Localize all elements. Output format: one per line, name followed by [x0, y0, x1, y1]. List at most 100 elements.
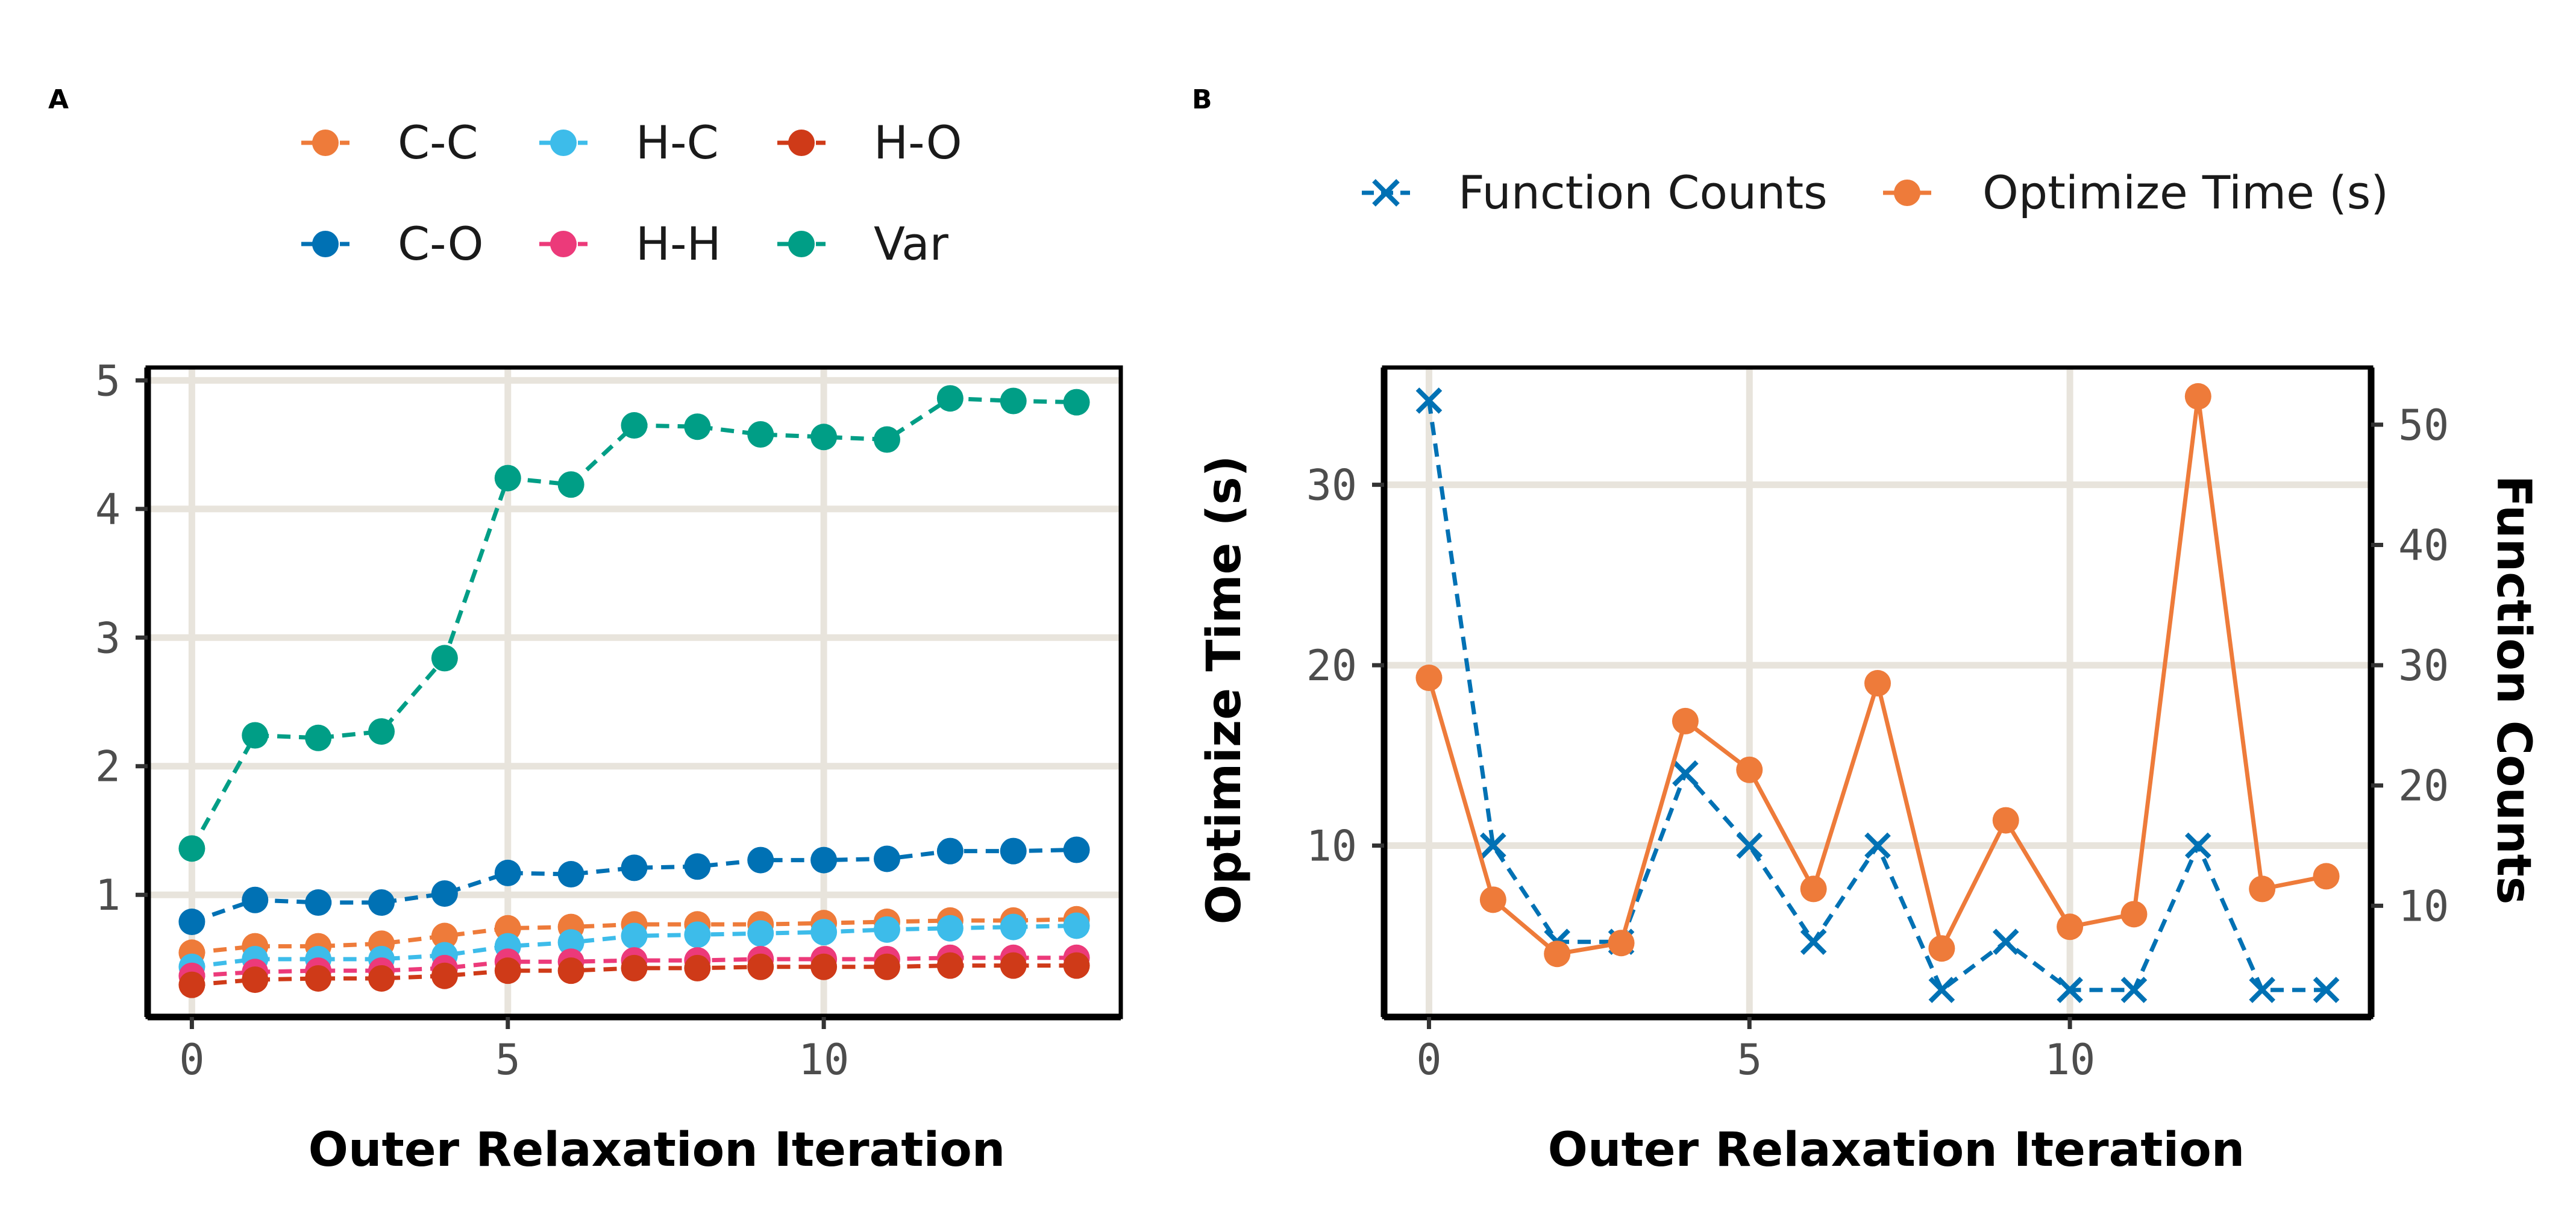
data-point-h-o — [494, 957, 521, 984]
legend-key-marker — [312, 130, 339, 156]
legend-label-h-o: H-O — [874, 116, 962, 169]
panel-a-x-axis-title: Outer Relaxation Iteration — [309, 1123, 1006, 1177]
data-point-var — [747, 421, 774, 448]
data-point-optimize-time-s — [1736, 756, 1763, 783]
legend-key-marker — [312, 231, 339, 257]
y-tick-label: 3 — [95, 613, 121, 663]
data-point-optimize-time-s — [1544, 940, 1571, 968]
data-point-optimize-time-s — [2313, 863, 2340, 890]
data-point-c-o — [810, 846, 838, 874]
data-point-h-c — [684, 921, 711, 948]
data-point-var — [810, 424, 838, 451]
data-point-c-o — [242, 886, 269, 913]
panel-b-y-axis-title-right: Function Counts — [2486, 475, 2540, 905]
panel-a: A C-C H-C H-O C-O — [48, 84, 1123, 1177]
x-tick-label: 5 — [495, 1035, 521, 1084]
legend-label-c-c: C-C — [398, 116, 478, 169]
data-point-var — [305, 724, 332, 751]
panel-a-label: A — [48, 84, 69, 115]
series-c-o — [178, 836, 1090, 936]
panel-b-plot-area: 0 5 10 10 20 30 10 20 30 40 50 — [1306, 365, 2449, 1084]
y-tick-label: 5 — [95, 356, 121, 405]
data-point-function-counts — [1479, 832, 1506, 859]
data-point-h-o — [684, 954, 711, 981]
data-point-h-o — [873, 953, 900, 980]
data-point-h-c — [810, 919, 838, 946]
legend-label-h-h: H-H — [636, 217, 721, 271]
data-point-h-o — [621, 954, 648, 981]
y-tick-label: 1 — [95, 871, 121, 920]
y-tick-label: 4 — [95, 485, 121, 534]
data-point-h-c — [873, 916, 900, 943]
data-point-function-counts — [1672, 760, 1699, 787]
data-point-var — [936, 385, 964, 412]
series-line-var — [190, 396, 1077, 850]
legend-item-h-o: H-O — [777, 116, 962, 169]
panel-a-legend: C-C H-C H-O C-O H-H — [301, 116, 962, 271]
data-point-optimize-time-s — [2184, 383, 2211, 410]
y-tick-label-left: 10 — [1306, 822, 1357, 871]
y-tick-label-left: 30 — [1306, 461, 1357, 510]
panel-a-plot-area: 0 5 10 1 2 3 4 5 — [95, 356, 1123, 1084]
data-point-h-o — [1063, 952, 1090, 979]
data-point-optimize-time-s — [1800, 875, 1827, 903]
series-optimize-time-s — [1415, 383, 2340, 968]
data-point-var — [621, 412, 648, 439]
y-tick-label-right: 40 — [2398, 521, 2449, 570]
data-point-function-counts — [2057, 977, 2083, 1003]
data-point-var — [684, 413, 711, 440]
data-point-var — [178, 835, 205, 862]
data-point-var — [1000, 387, 1027, 415]
data-point-var — [494, 465, 521, 492]
data-point-c-o — [747, 846, 774, 874]
legend-key-marker — [788, 231, 815, 257]
data-point-function-counts — [2120, 977, 2148, 1003]
x-tick-label: 0 — [1416, 1035, 1441, 1084]
x-tick-label: 5 — [1737, 1035, 1762, 1084]
data-point-h-o — [810, 953, 838, 980]
legend-key-marker — [1894, 180, 1920, 206]
data-point-c-o — [431, 880, 458, 907]
legend-key-marker — [1372, 179, 1400, 207]
legend-item-c-o: C-O — [301, 217, 483, 271]
data-point-var — [368, 718, 395, 745]
data-point-optimize-time-s — [2057, 913, 2084, 940]
data-point-h-o — [431, 962, 458, 989]
data-point-c-o — [494, 859, 521, 886]
legend-item-var: Var — [777, 217, 949, 271]
y-tick-label-right: 50 — [2398, 401, 2449, 450]
data-point-h-o — [368, 965, 395, 992]
legend-label-optimize-time: Optimize Time (s) — [1982, 166, 2389, 219]
data-point-optimize-time-s — [1415, 665, 1443, 692]
legend-item-h-h: H-H — [539, 217, 721, 271]
legend-item-function-counts: Function Counts — [1362, 166, 1828, 219]
data-point-h-c — [1063, 912, 1090, 939]
legend-item-optimize-time: Optimize Time (s) — [1883, 166, 2389, 219]
data-point-function-counts — [2249, 977, 2276, 1003]
data-point-function-counts — [1992, 928, 2019, 956]
data-point-optimize-time-s — [1608, 930, 1635, 957]
data-point-h-o — [178, 971, 205, 998]
data-point-h-o — [557, 957, 584, 984]
data-point-c-o — [305, 889, 332, 916]
data-point-function-counts — [1928, 977, 1955, 1003]
data-point-var — [242, 722, 269, 749]
data-point-optimize-time-s — [1992, 807, 2019, 834]
data-point-optimize-time-s — [2120, 901, 2148, 928]
legend-label-var: Var — [874, 217, 949, 271]
panel-b-y-axis-title-left: Optimize Time (s) — [1197, 455, 1252, 925]
data-point-function-counts — [2184, 832, 2211, 859]
y-tick-label-right: 20 — [2398, 762, 2449, 811]
legend-key-marker — [788, 130, 815, 156]
data-point-c-o — [936, 837, 964, 865]
data-point-c-o — [873, 845, 900, 872]
data-point-h-o — [242, 966, 269, 994]
y-tick-label: 2 — [95, 742, 121, 792]
data-point-h-c — [621, 922, 648, 950]
data-point-var — [431, 645, 458, 672]
data-point-c-o — [621, 854, 648, 881]
series-var — [178, 385, 1090, 862]
legend-item-h-c: H-C — [539, 116, 719, 169]
data-point-h-c — [1000, 913, 1027, 940]
panel-b-legend: Function Counts Optimize Time (s) — [1362, 166, 2389, 219]
